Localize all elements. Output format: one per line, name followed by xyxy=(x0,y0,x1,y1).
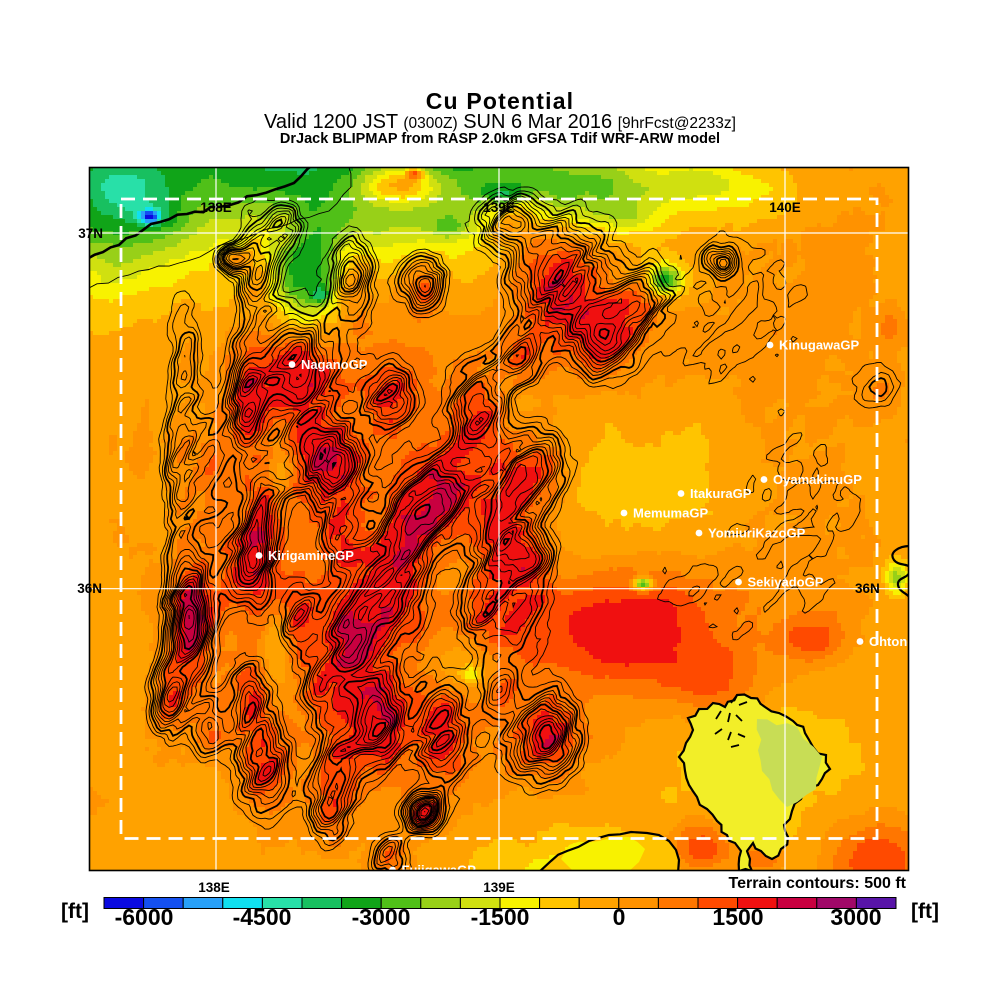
svg-text:1500: 1500 xyxy=(712,904,763,930)
svg-text:139E: 139E xyxy=(483,880,515,895)
svg-text:36N: 36N xyxy=(77,581,102,596)
svg-text:3000: 3000 xyxy=(830,904,881,930)
svg-text:ItakuraGP: ItakuraGP xyxy=(690,486,752,501)
svg-text:KinugawaGP: KinugawaGP xyxy=(779,338,860,353)
svg-text:37N: 37N xyxy=(78,226,103,241)
svg-text:-4500: -4500 xyxy=(233,904,292,930)
svg-text:-6000: -6000 xyxy=(115,904,174,930)
svg-text:138E: 138E xyxy=(198,880,230,895)
svg-text:OyamakinuGP: OyamakinuGP xyxy=(773,472,862,487)
svg-text:[ft]: [ft] xyxy=(61,900,89,923)
svg-text:OhtoneGP: OhtoneGP xyxy=(869,634,934,649)
svg-text:YomiuriKazoGP: YomiuriKazoGP xyxy=(708,526,806,541)
svg-text:138E: 138E xyxy=(200,200,232,215)
svg-text:-3000: -3000 xyxy=(352,904,411,930)
svg-text:MemumaGP: MemumaGP xyxy=(633,506,708,521)
svg-text:0: 0 xyxy=(613,904,626,930)
svg-text:NaganoGP: NaganoGP xyxy=(301,357,368,372)
svg-text:KirigamineGP: KirigamineGP xyxy=(268,548,354,563)
svg-text:139E: 139E xyxy=(483,200,515,215)
svg-text:Terrain contours: 500 ft: Terrain contours: 500 ft xyxy=(728,875,906,892)
svg-text:FujigawaGP: FujigawaGP xyxy=(402,863,477,878)
svg-text:[ft]: [ft] xyxy=(911,900,939,923)
svg-text:-1500: -1500 xyxy=(471,904,530,930)
svg-text:140E: 140E xyxy=(769,200,801,215)
svg-text:36N: 36N xyxy=(855,581,880,596)
